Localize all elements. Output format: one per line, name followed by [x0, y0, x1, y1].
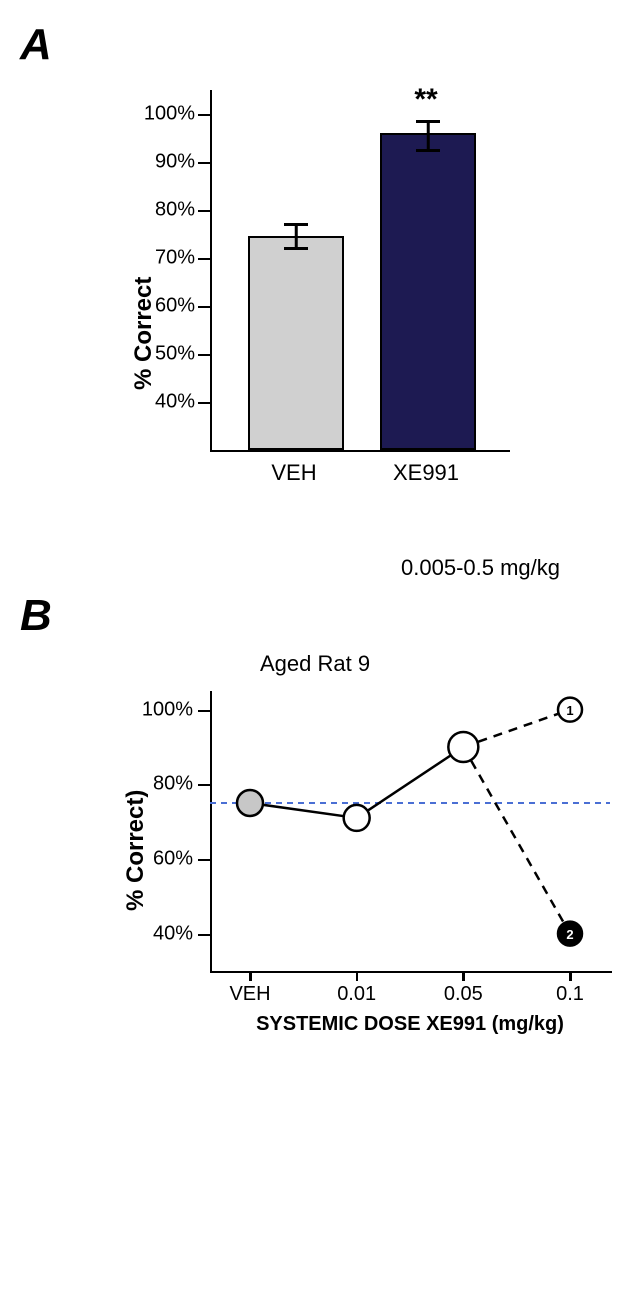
panel-b-chart: Aged Rat 9 % Correct) 12 SYSTEMIC DOSE X… — [100, 651, 620, 1051]
ytick-label: 40% — [140, 391, 195, 414]
ytick-label: 60% — [130, 848, 193, 871]
ytick — [198, 859, 210, 861]
panel-a-label: A — [20, 20, 620, 70]
xtick-label: 0.01 — [337, 983, 376, 1006]
panel-b-xlabel: SYSTEMIC DOSE XE991 (mg/kg) — [210, 1013, 610, 1036]
ytick-label: 50% — [140, 343, 195, 366]
ytick — [198, 306, 210, 308]
bar — [380, 133, 476, 450]
xtick — [569, 971, 572, 981]
error-cap — [416, 149, 440, 152]
series-line — [357, 747, 464, 818]
xtick — [356, 971, 359, 981]
ytick — [198, 258, 210, 260]
point-label: 1 — [566, 703, 573, 718]
error-bar — [295, 224, 298, 248]
ytick-label: 80% — [130, 773, 193, 796]
ytick — [198, 784, 210, 786]
ytick — [198, 354, 210, 356]
ytick — [198, 934, 210, 936]
xtick-label: 0.05 — [444, 983, 483, 1006]
x-category: XE991 — [378, 460, 474, 486]
error-bar — [427, 121, 430, 150]
x-category: VEH — [246, 460, 342, 486]
ytick-label: 100% — [130, 698, 193, 721]
ytick — [198, 162, 210, 164]
xtick — [249, 971, 252, 981]
data-point — [448, 732, 478, 762]
ytick-label: 80% — [140, 199, 195, 222]
significance-marker: ** — [378, 83, 474, 117]
series-line — [463, 747, 570, 934]
data-point — [237, 790, 263, 816]
panel-b-label: B — [20, 591, 620, 641]
xtick — [462, 971, 465, 981]
series-line — [463, 710, 570, 747]
dose-note: 0.005-0.5 mg/kg — [100, 555, 560, 581]
ytick-label: 60% — [140, 295, 195, 318]
bar — [248, 236, 344, 450]
xtick-label: VEH — [229, 983, 270, 1006]
ytick — [198, 402, 210, 404]
ytick-label: 70% — [140, 247, 195, 270]
error-cap — [284, 247, 308, 250]
point-label: 2 — [566, 927, 573, 942]
ytick-label: 40% — [130, 922, 193, 945]
ytick-label: 90% — [140, 151, 195, 174]
data-point — [344, 805, 370, 831]
panel-b-title: Aged Rat 9 — [260, 651, 370, 677]
ytick-label: 100% — [140, 103, 195, 126]
panel-a-chart: % Correct 40%50%60%70%80%90%100%VEHXE991… — [100, 70, 620, 581]
ytick — [198, 710, 210, 712]
ytick — [198, 114, 210, 116]
panel-b-svg: 12 — [210, 691, 610, 971]
xtick-label: 0.1 — [556, 983, 584, 1006]
error-cap — [416, 120, 440, 123]
series-line — [250, 803, 357, 818]
ytick — [198, 210, 210, 212]
error-cap — [284, 223, 308, 226]
